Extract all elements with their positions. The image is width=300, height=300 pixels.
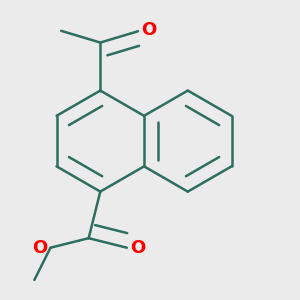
Text: O: O	[142, 21, 157, 39]
Text: O: O	[130, 239, 146, 257]
Text: O: O	[32, 239, 47, 257]
